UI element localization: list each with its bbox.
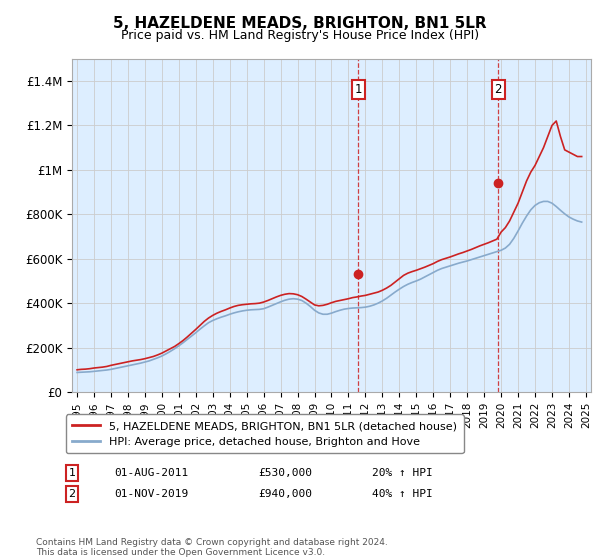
Text: £940,000: £940,000	[258, 489, 312, 499]
Text: 5, HAZELDENE MEADS, BRIGHTON, BN1 5LR: 5, HAZELDENE MEADS, BRIGHTON, BN1 5LR	[113, 16, 487, 31]
Text: 20% ↑ HPI: 20% ↑ HPI	[372, 468, 433, 478]
Text: Price paid vs. HM Land Registry's House Price Index (HPI): Price paid vs. HM Land Registry's House …	[121, 29, 479, 42]
Text: 2: 2	[494, 83, 502, 96]
Text: 2: 2	[68, 489, 76, 499]
Text: 01-AUG-2011: 01-AUG-2011	[114, 468, 188, 478]
Text: 1: 1	[68, 468, 76, 478]
Text: 1: 1	[355, 83, 362, 96]
Legend: 5, HAZELDENE MEADS, BRIGHTON, BN1 5LR (detached house), HPI: Average price, deta: 5, HAZELDENE MEADS, BRIGHTON, BN1 5LR (d…	[65, 414, 464, 453]
Text: 40% ↑ HPI: 40% ↑ HPI	[372, 489, 433, 499]
Text: 01-NOV-2019: 01-NOV-2019	[114, 489, 188, 499]
Text: Contains HM Land Registry data © Crown copyright and database right 2024.
This d: Contains HM Land Registry data © Crown c…	[36, 538, 388, 557]
Text: £530,000: £530,000	[258, 468, 312, 478]
